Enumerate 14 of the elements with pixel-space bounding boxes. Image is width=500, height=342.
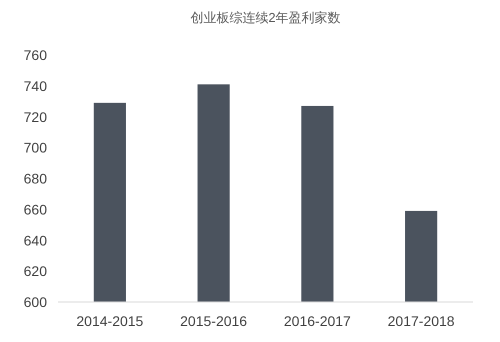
y-tick-label: 760 [24, 47, 48, 63]
y-tick-label: 600 [24, 294, 48, 310]
x-tick-label: 2014-2015 [76, 313, 144, 329]
y-tick-label: 640 [24, 232, 48, 248]
y-tick-label: 620 [24, 263, 48, 280]
y-tick-label: 660 [24, 201, 48, 218]
chart-title: 创业板综连续2年盈利家数 [190, 10, 341, 25]
y-tick-label: 680 [24, 170, 48, 186]
y-tick-label: 720 [24, 108, 48, 125]
y-tick-label: 740 [24, 78, 48, 94]
y-tick-label: 700 [24, 140, 48, 156]
x-tick-label: 2017-2018 [388, 313, 455, 329]
x-tick-label: 2016-2017 [284, 313, 352, 329]
x-tick-label: 2015-2016 [180, 313, 248, 329]
